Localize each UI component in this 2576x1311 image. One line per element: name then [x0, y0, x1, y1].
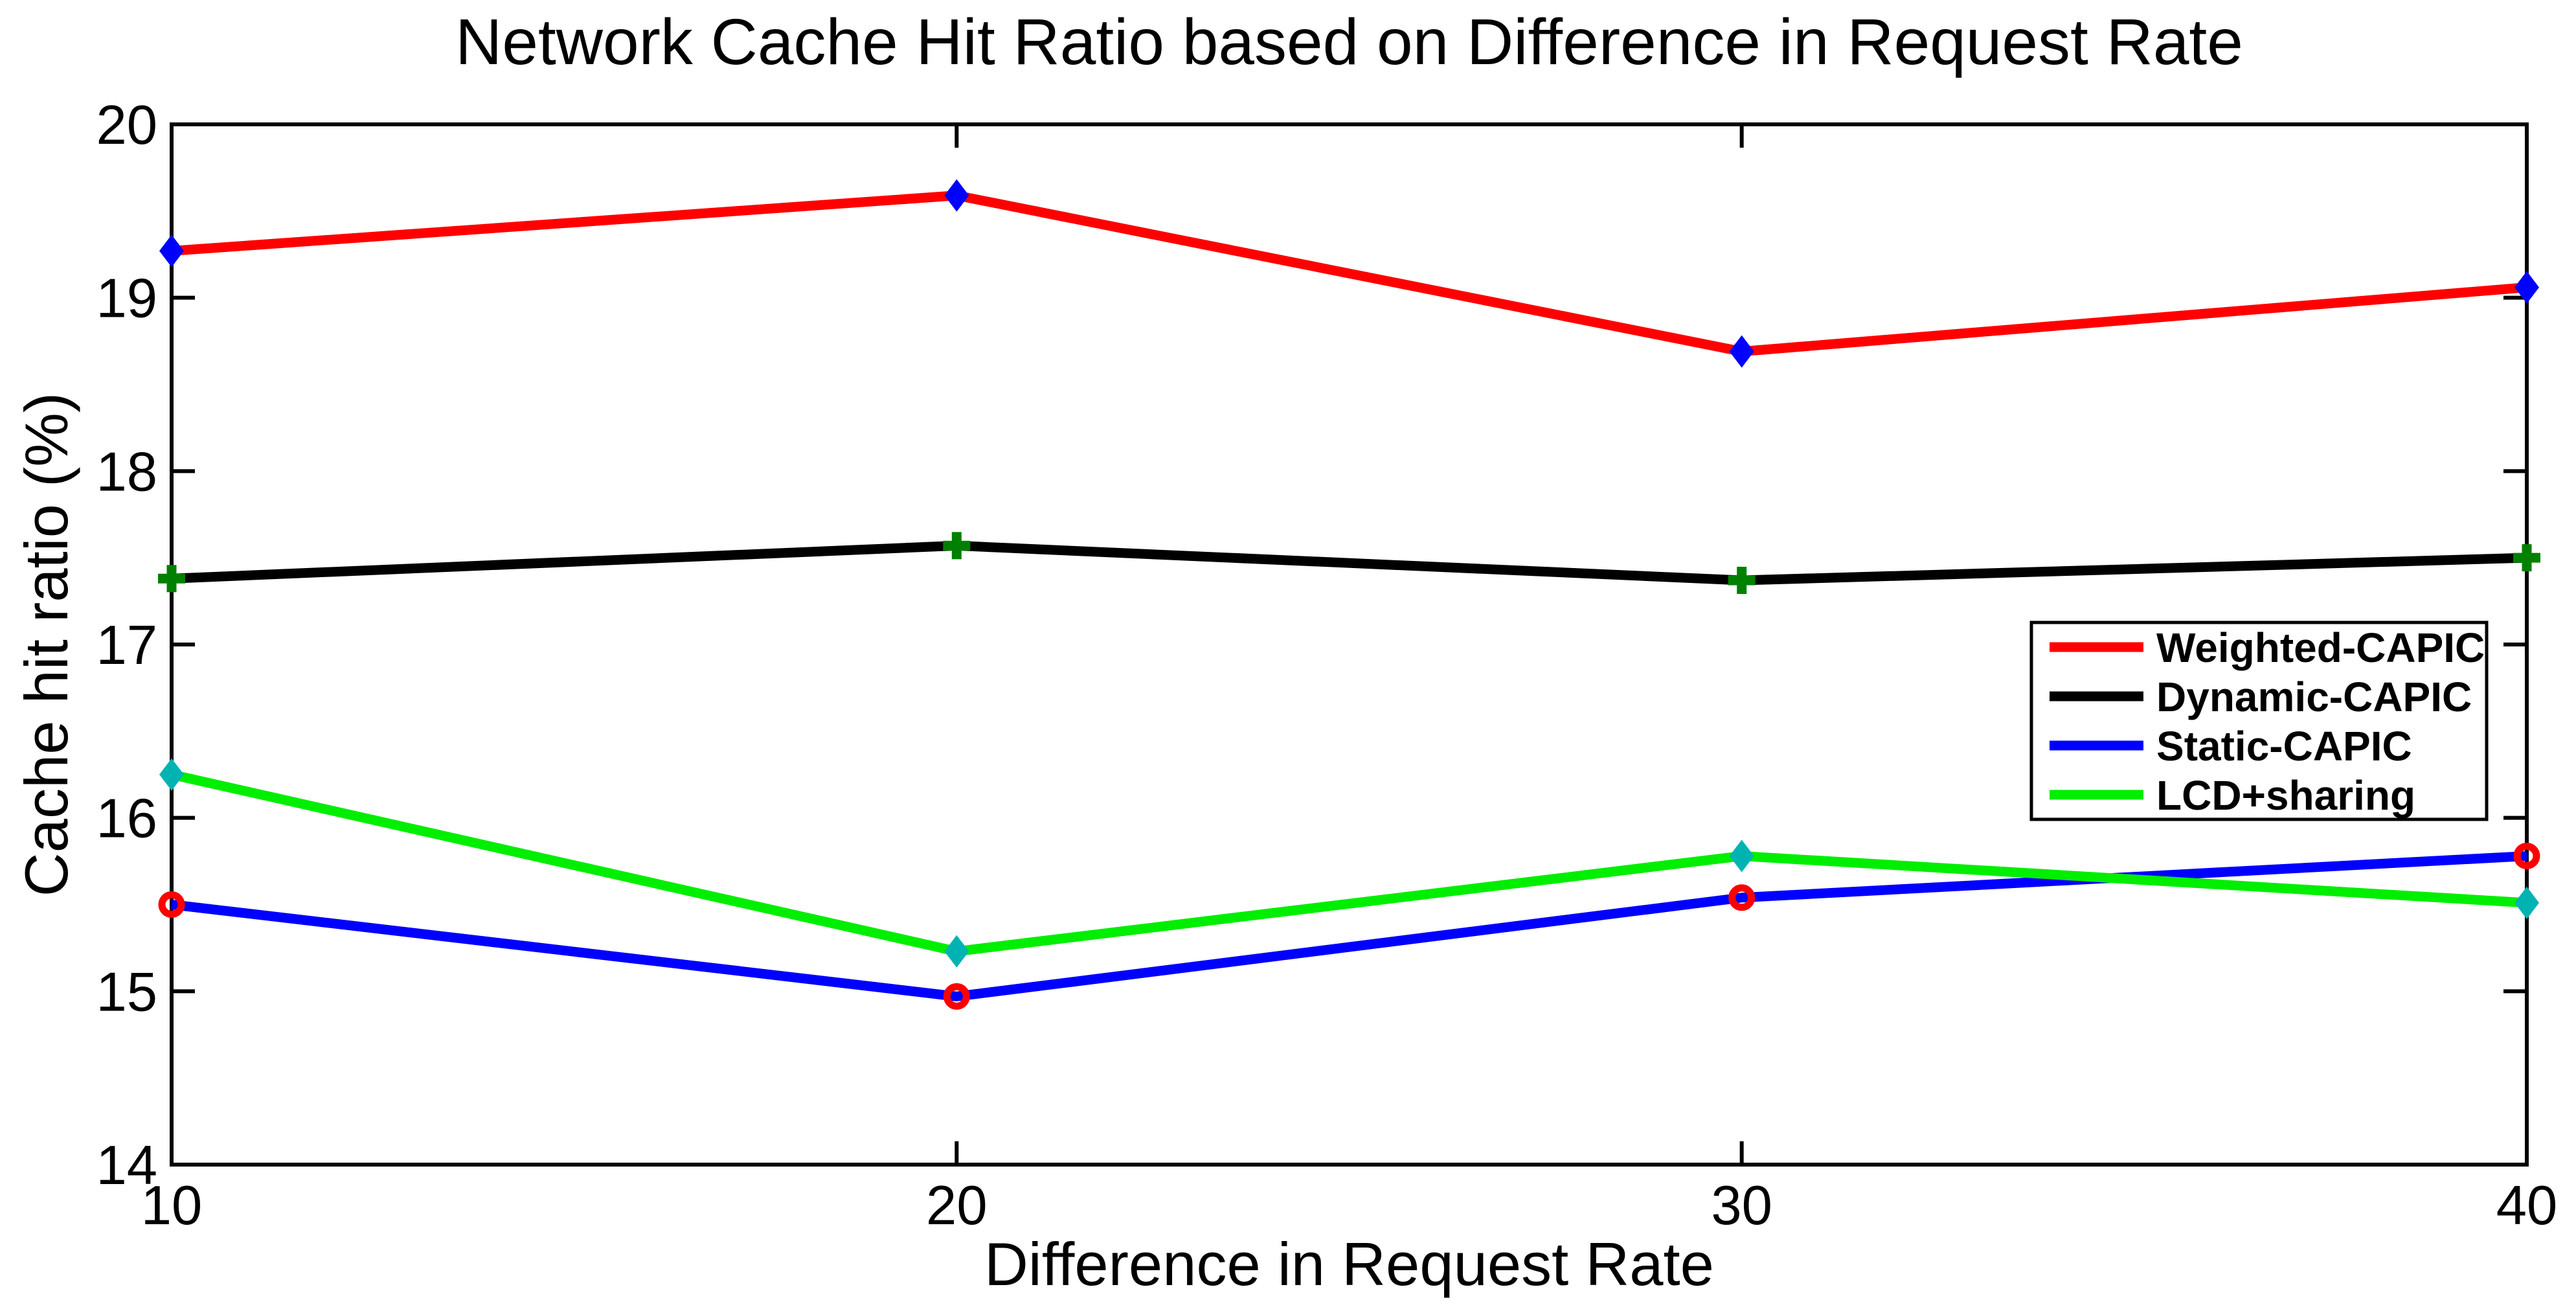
y-tick-label: 19: [96, 268, 157, 330]
y-tick-label: 14: [96, 1135, 157, 1196]
marker-circle-open-static-capic: [2513, 843, 2540, 870]
y-axis-label: Cache hit ratio (%): [12, 392, 80, 897]
marker-circle-open-static-capic: [1728, 884, 1756, 911]
marker-diamond-weighted-capic: [159, 234, 184, 268]
legend-box: [2029, 621, 2489, 821]
marker-diamond-weighted-capic: [2514, 271, 2539, 304]
marker-diamond-lcd-sharing: [2514, 886, 2539, 919]
legend-label-weighted-capic: Weighted-CAPIC: [2156, 624, 2485, 671]
marker-diamond-weighted-capic: [1729, 335, 1754, 368]
marker-plus-dynamic-capic: [943, 532, 971, 560]
x-tick-label: 20: [926, 1175, 988, 1237]
y-tick-label: 17: [96, 615, 157, 676]
x-tick-label: 10: [141, 1175, 203, 1237]
x-tick-label: 40: [2496, 1175, 2558, 1237]
chart-title: Network Cache Hit Ratio based on Differe…: [455, 6, 2243, 78]
y-tick-label: 18: [96, 441, 157, 503]
x-axis-label: Difference in Request Rate: [984, 1230, 1714, 1298]
y-tick-label: 16: [96, 788, 157, 850]
x-tick-label: 30: [1711, 1175, 1772, 1237]
marker-plus-dynamic-capic: [2513, 544, 2540, 572]
marker-plus-dynamic-capic: [1728, 566, 1756, 594]
marker-diamond-lcd-sharing: [1729, 839, 1754, 872]
marker-diamond-lcd-sharing: [159, 758, 184, 791]
marker-diamond-weighted-capic: [944, 179, 969, 212]
series-line-lcd-sharing: [170, 770, 2527, 957]
legend-label-lcd-sharing: LCD+sharing: [2156, 772, 2415, 819]
legend-label-dynamic-capic: Dynamic-CAPIC: [2156, 674, 2472, 720]
y-tick-label: 20: [96, 95, 157, 156]
series-line-dynamic-capic: [171, 540, 2527, 586]
marker-circle-open-static-capic: [158, 891, 185, 918]
y-tick-label: 15: [96, 961, 157, 1023]
marker-diamond-lcd-sharing: [944, 935, 969, 968]
marker-circle-open-static-capic: [943, 983, 970, 1010]
marker-plus-dynamic-capic: [158, 565, 185, 593]
legend-label-static-capic: Static-CAPIC: [2156, 723, 2412, 770]
series-line-weighted-capic: [171, 190, 2527, 357]
